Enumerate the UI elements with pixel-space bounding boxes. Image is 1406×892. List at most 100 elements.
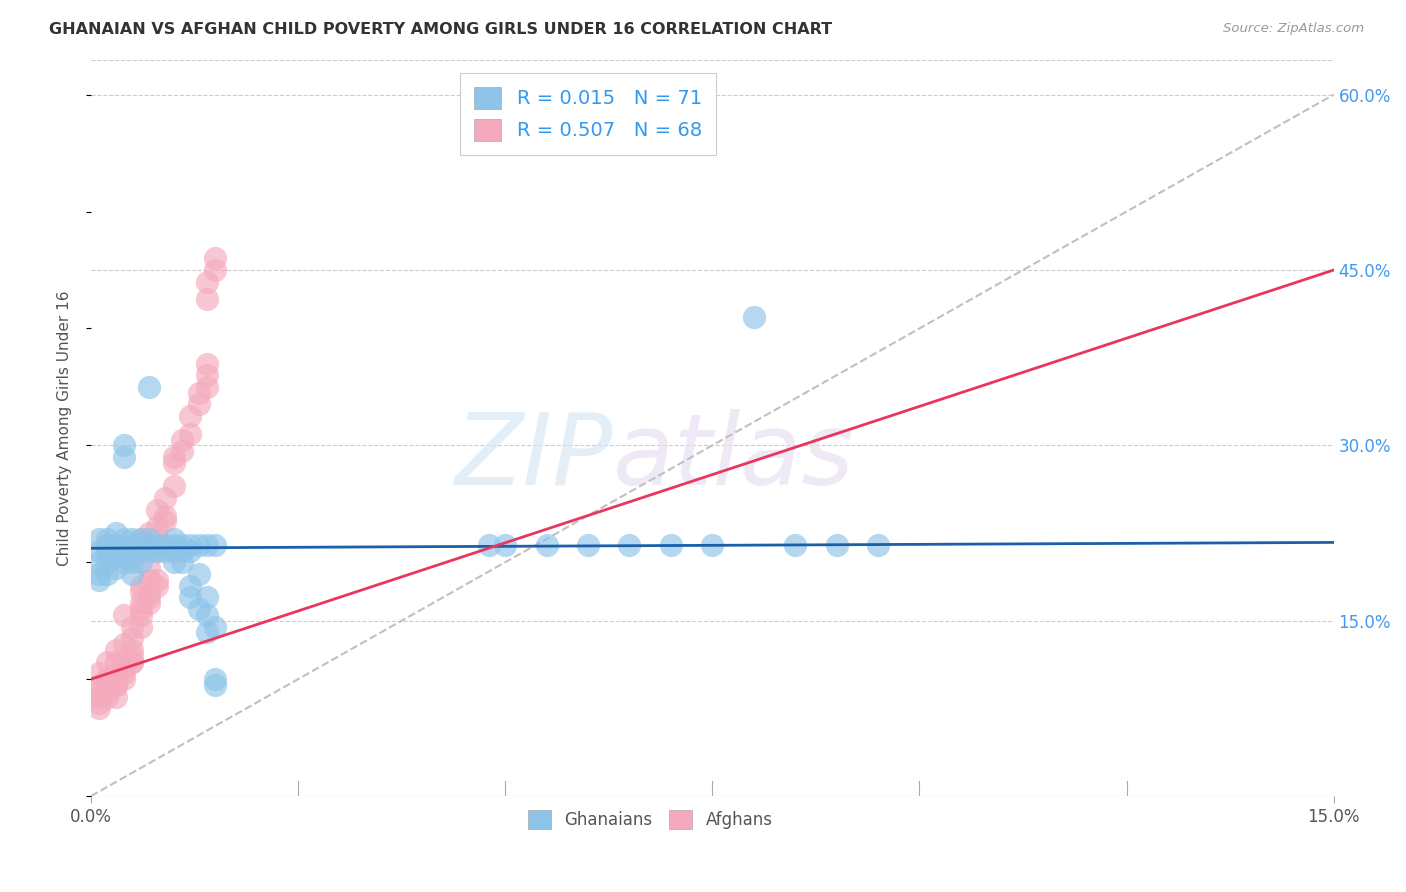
Point xyxy=(112,543,135,558)
Point xyxy=(146,532,169,546)
Point xyxy=(89,532,111,546)
Point xyxy=(179,426,201,441)
Point xyxy=(163,543,186,558)
Point xyxy=(195,625,218,640)
Point xyxy=(155,514,177,528)
Point xyxy=(138,532,160,546)
Point xyxy=(96,543,118,558)
Point xyxy=(163,538,186,552)
Point xyxy=(195,591,218,605)
Point xyxy=(129,538,152,552)
Point xyxy=(89,566,111,581)
Point xyxy=(104,643,127,657)
Point xyxy=(104,538,127,552)
Point xyxy=(195,292,218,306)
Point xyxy=(138,543,160,558)
Text: GHANAIAN VS AFGHAN CHILD POVERTY AMONG GIRLS UNDER 16 CORRELATION CHART: GHANAIAN VS AFGHAN CHILD POVERTY AMONG G… xyxy=(49,22,832,37)
Point xyxy=(112,532,135,546)
Point xyxy=(494,538,516,552)
Point xyxy=(536,538,558,552)
Point xyxy=(146,579,169,593)
Point xyxy=(138,596,160,610)
Point xyxy=(138,573,160,587)
Text: atlas: atlas xyxy=(613,409,855,506)
Point xyxy=(89,666,111,681)
Point xyxy=(204,678,226,692)
Point xyxy=(121,543,143,558)
Point xyxy=(129,619,152,633)
Point xyxy=(619,538,641,552)
Point xyxy=(170,555,193,569)
Point xyxy=(179,579,201,593)
Point xyxy=(104,666,127,681)
Point xyxy=(163,555,186,569)
Point xyxy=(179,409,201,424)
Point xyxy=(121,632,143,646)
Point xyxy=(204,538,226,552)
Point xyxy=(89,573,111,587)
Point xyxy=(187,602,209,616)
Point xyxy=(825,538,848,552)
Point xyxy=(195,538,218,552)
Point xyxy=(155,538,177,552)
Point xyxy=(104,655,127,669)
Point xyxy=(96,532,118,546)
Point xyxy=(96,555,118,569)
Point xyxy=(121,655,143,669)
Point xyxy=(104,561,127,575)
Point xyxy=(204,263,226,277)
Point xyxy=(112,438,135,452)
Point xyxy=(187,566,209,581)
Point xyxy=(112,607,135,622)
Point xyxy=(866,538,889,552)
Point xyxy=(89,684,111,698)
Point xyxy=(96,684,118,698)
Point xyxy=(187,397,209,411)
Point xyxy=(478,538,501,552)
Point xyxy=(121,648,143,663)
Point xyxy=(129,543,152,558)
Point xyxy=(195,357,218,371)
Point xyxy=(146,543,169,558)
Point xyxy=(104,690,127,704)
Text: ZIP: ZIP xyxy=(454,409,613,506)
Point xyxy=(96,672,118,686)
Point xyxy=(163,532,186,546)
Point xyxy=(89,555,111,569)
Y-axis label: Child Poverty Among Girls Under 16: Child Poverty Among Girls Under 16 xyxy=(58,290,72,566)
Point xyxy=(89,701,111,715)
Point xyxy=(702,538,724,552)
Point xyxy=(204,672,226,686)
Point xyxy=(121,532,143,546)
Point xyxy=(112,666,135,681)
Point xyxy=(195,380,218,394)
Legend: Ghanaians, Afghans: Ghanaians, Afghans xyxy=(520,803,779,836)
Point xyxy=(121,555,143,569)
Point xyxy=(89,543,111,558)
Point xyxy=(129,532,152,546)
Point xyxy=(195,607,218,622)
Point xyxy=(163,479,186,493)
Point xyxy=(785,538,807,552)
Point xyxy=(138,591,160,605)
Point xyxy=(138,538,160,552)
Point xyxy=(129,596,152,610)
Point xyxy=(146,520,169,534)
Point xyxy=(129,579,152,593)
Point xyxy=(155,491,177,505)
Point xyxy=(129,584,152,599)
Point xyxy=(138,380,160,394)
Point xyxy=(89,678,111,692)
Point xyxy=(155,543,177,558)
Point xyxy=(121,655,143,669)
Point xyxy=(112,655,135,669)
Point xyxy=(179,538,201,552)
Point xyxy=(179,591,201,605)
Point xyxy=(104,549,127,564)
Point xyxy=(104,678,127,692)
Point xyxy=(104,678,127,692)
Point xyxy=(163,450,186,464)
Point xyxy=(112,637,135,651)
Point xyxy=(146,573,169,587)
Point xyxy=(112,672,135,686)
